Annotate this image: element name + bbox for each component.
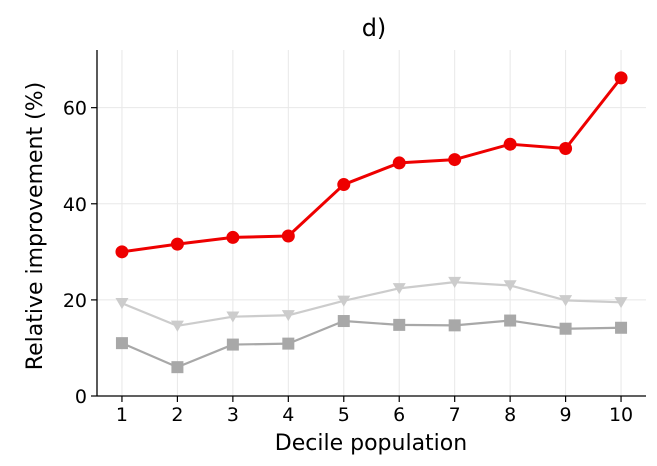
- y-tick-label: 0: [75, 386, 87, 408]
- data-point: [115, 337, 128, 350]
- data-point: [281, 229, 295, 243]
- series-line: [121, 281, 622, 327]
- x-tick-label: 1: [116, 404, 128, 426]
- series-line: [121, 76, 623, 254]
- data-point: [115, 298, 129, 310]
- series-1: [115, 71, 628, 259]
- axes: 1 2 3 4 5 6 7 8 9 10 0 20 40 60: [63, 50, 646, 426]
- data-point: [115, 245, 129, 259]
- data-point: [559, 295, 573, 307]
- grid: [97, 50, 646, 397]
- data-point: [504, 314, 517, 327]
- y-tick-label: 20: [63, 290, 87, 312]
- series-3: [115, 314, 628, 374]
- x-tick-label: 4: [282, 404, 294, 426]
- x-tick-label: 5: [338, 404, 350, 426]
- data-point: [282, 337, 295, 350]
- data-point: [559, 322, 572, 335]
- data-point: [171, 361, 184, 374]
- data-point: [337, 178, 351, 192]
- data-point: [503, 280, 517, 292]
- data-point: [448, 276, 462, 288]
- data-point: [614, 71, 628, 85]
- x-tick-label: 8: [504, 404, 516, 426]
- x-tick-label: 2: [171, 404, 183, 426]
- series-layer: [115, 71, 628, 374]
- data-point: [503, 137, 517, 151]
- series-2: [115, 276, 628, 332]
- x-axis-label: Decile population: [275, 431, 467, 456]
- data-point: [281, 310, 295, 322]
- data-point: [226, 230, 240, 244]
- data-point: [448, 319, 461, 332]
- y-axis-label: Relative improvement (%): [23, 82, 48, 370]
- data-point: [170, 237, 184, 251]
- y-tick-label: 60: [63, 98, 87, 120]
- data-point: [226, 338, 239, 351]
- data-point: [337, 295, 351, 307]
- x-tick-label: 9: [560, 404, 572, 426]
- data-point: [615, 321, 628, 334]
- x-tick-label: 6: [393, 404, 405, 426]
- chart-title: d): [362, 14, 387, 42]
- x-tick-label: 10: [609, 404, 633, 426]
- data-point: [393, 318, 406, 331]
- data-point: [448, 153, 462, 167]
- series-line: [121, 319, 622, 369]
- data-point: [226, 311, 240, 323]
- data-point: [559, 142, 573, 156]
- x-tick-label: 3: [227, 404, 239, 426]
- data-point: [392, 283, 406, 295]
- data-point: [614, 297, 628, 309]
- y-tick-label: 40: [63, 194, 87, 216]
- data-point: [392, 156, 406, 170]
- data-point: [337, 315, 350, 328]
- data-point: [170, 320, 184, 332]
- x-tick-label: 7: [449, 404, 461, 426]
